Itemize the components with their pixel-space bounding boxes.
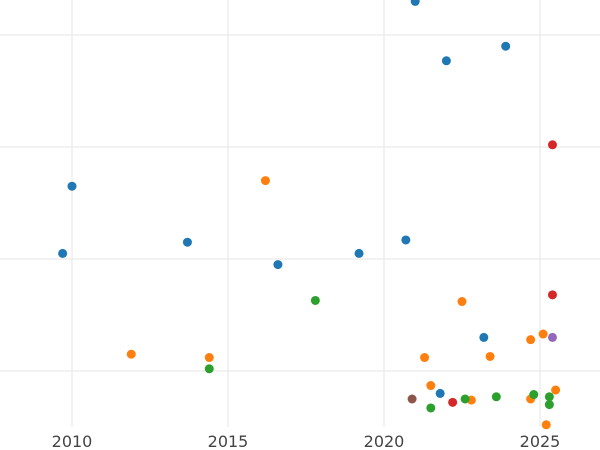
data-point bbox=[547, 140, 557, 150]
data-point bbox=[410, 0, 420, 6]
data-point bbox=[529, 390, 539, 400]
data-point bbox=[457, 297, 467, 307]
data-point bbox=[448, 397, 458, 407]
data-point bbox=[310, 295, 320, 305]
data-point bbox=[485, 351, 495, 361]
data-point bbox=[426, 381, 436, 391]
data-point bbox=[67, 181, 77, 191]
data-point bbox=[407, 394, 417, 404]
data-point bbox=[260, 176, 270, 186]
data-point bbox=[420, 353, 430, 363]
data-point bbox=[547, 290, 557, 300]
data-point bbox=[551, 385, 561, 395]
data-point bbox=[441, 56, 451, 66]
data-point bbox=[182, 237, 192, 247]
data-point bbox=[526, 335, 536, 345]
data-point bbox=[126, 349, 136, 359]
x-tick-label: 2010 bbox=[52, 432, 93, 450]
data-point bbox=[544, 400, 554, 410]
data-point bbox=[479, 332, 489, 342]
data-point bbox=[426, 403, 436, 413]
data-point bbox=[204, 364, 214, 374]
data-point bbox=[501, 41, 511, 51]
data-point bbox=[460, 394, 470, 404]
data-point bbox=[58, 248, 68, 258]
grid-layer bbox=[0, 0, 600, 427]
x-tick-labels: 2010 2015 2020 2025 bbox=[52, 432, 561, 450]
data-point bbox=[435, 388, 445, 398]
x-tick-label: 2015 bbox=[208, 432, 249, 450]
data-point bbox=[491, 392, 501, 402]
x-tick-label: 2025 bbox=[520, 432, 561, 450]
data-point bbox=[273, 260, 283, 270]
data-point bbox=[204, 353, 214, 363]
x-tick-label: 2020 bbox=[364, 432, 405, 450]
data-point bbox=[544, 392, 554, 402]
data-point bbox=[354, 248, 364, 258]
data-point bbox=[541, 420, 551, 430]
points-layer bbox=[58, 0, 561, 430]
data-point bbox=[547, 332, 557, 342]
data-point bbox=[401, 235, 411, 245]
data-point bbox=[538, 329, 548, 339]
